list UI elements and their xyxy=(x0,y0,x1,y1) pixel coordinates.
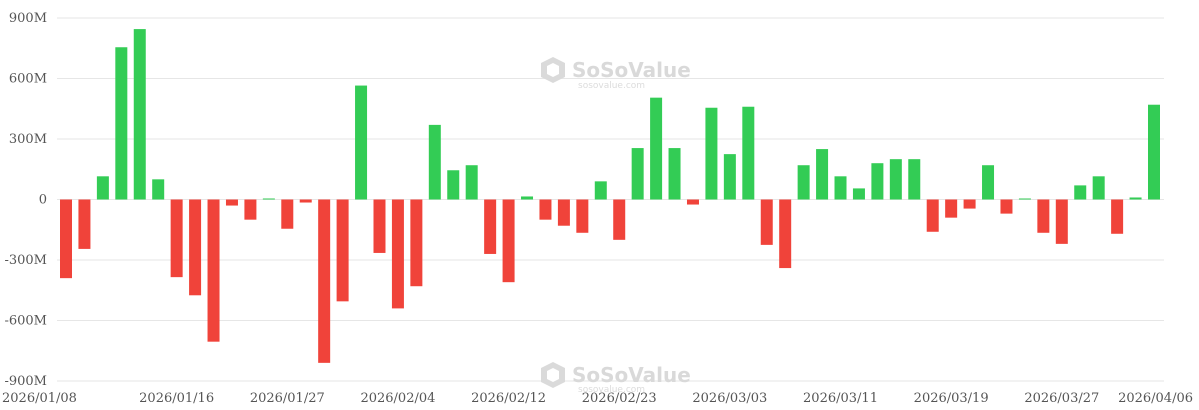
bar xyxy=(465,165,478,200)
bar xyxy=(447,170,460,200)
bar xyxy=(797,165,810,200)
bar xyxy=(576,199,589,233)
y-axis-ticks: 900M 600M 300M 0 -300M -600M -900M xyxy=(4,11,47,389)
x-tick-label: 2026/01/08 xyxy=(2,391,77,406)
bar xyxy=(170,199,183,278)
bar xyxy=(355,85,368,200)
bar xyxy=(594,181,607,200)
bar xyxy=(908,159,921,200)
bar xyxy=(152,179,165,200)
watermark-url: sosovalue.com xyxy=(578,385,645,395)
x-tick-label: 2026/04/06 xyxy=(1118,391,1193,406)
bar xyxy=(410,199,423,287)
bar xyxy=(318,199,331,363)
y-tick-label: -300M xyxy=(4,253,47,268)
bar xyxy=(1092,176,1105,200)
watermark-url: sosovalue.com xyxy=(578,81,645,91)
x-tick-label: 2026/02/04 xyxy=(360,391,435,406)
x-tick-label: 2026/03/11 xyxy=(803,391,878,406)
bar xyxy=(244,199,257,220)
x-tick-label: 2026/03/03 xyxy=(692,391,767,406)
bar xyxy=(852,188,865,200)
bar xyxy=(926,199,939,232)
bar xyxy=(613,199,626,240)
y-tick-label: 600M xyxy=(9,72,47,87)
y-tick-label: 0 xyxy=(39,193,47,208)
bar xyxy=(1148,104,1160,200)
bar xyxy=(1055,199,1068,244)
x-tick-label: 2026/03/19 xyxy=(914,391,989,406)
watermark-name: SoSoValue xyxy=(572,58,691,82)
x-tick-label: 2026/01/16 xyxy=(139,391,214,406)
bar xyxy=(1037,199,1050,233)
watermark-bottom: SoSoValue sosovalue.com xyxy=(541,362,691,395)
bar xyxy=(262,198,275,200)
bar xyxy=(336,199,349,302)
bar xyxy=(1000,199,1013,214)
x-tick-label: 2026/02/12 xyxy=(471,391,546,406)
y-tick-label: 900M xyxy=(9,11,47,26)
bar xyxy=(945,199,958,218)
bar xyxy=(60,199,72,279)
bar xyxy=(982,165,995,200)
y-tick-label: 300M xyxy=(9,132,47,147)
bar xyxy=(299,199,312,203)
bar xyxy=(78,199,91,249)
x-tick-label: 2026/02/23 xyxy=(582,391,657,406)
bar xyxy=(189,199,202,296)
bar xyxy=(96,176,109,200)
watermark-top: SoSoValue sosovalue.com xyxy=(541,57,691,91)
bar xyxy=(428,124,441,200)
bar xyxy=(1074,185,1087,200)
bar xyxy=(668,148,681,200)
bar xyxy=(650,97,663,200)
bar xyxy=(871,163,884,200)
bar xyxy=(963,199,976,209)
bar xyxy=(686,199,699,205)
bar xyxy=(889,159,902,200)
bar xyxy=(1129,197,1142,200)
bar xyxy=(484,199,497,254)
watermark-name: SoSoValue xyxy=(572,363,691,387)
bar xyxy=(557,199,570,226)
bar xyxy=(834,176,847,200)
bar xyxy=(133,29,146,200)
bar xyxy=(631,148,644,200)
bar xyxy=(816,149,829,200)
bar xyxy=(779,199,792,269)
bar xyxy=(742,106,755,200)
y-tick-label: -600M xyxy=(4,314,47,329)
sosovalue-logo-icon xyxy=(541,57,565,83)
bar xyxy=(225,199,238,206)
bar xyxy=(1018,198,1031,200)
sosovalue-logo-icon xyxy=(541,362,565,388)
bar xyxy=(281,199,294,229)
bar xyxy=(539,199,552,220)
bar xyxy=(502,199,515,283)
bar xyxy=(115,47,128,200)
bar xyxy=(521,196,534,200)
y-tick-label: -900M xyxy=(4,374,47,389)
bar xyxy=(1111,199,1124,234)
bar xyxy=(723,154,736,200)
bars xyxy=(60,29,1160,363)
bar xyxy=(373,199,386,253)
grid-lines xyxy=(57,17,1164,382)
bar xyxy=(760,199,773,245)
x-tick-label: 2026/01/27 xyxy=(250,391,325,406)
bar xyxy=(705,107,718,200)
x-axis-ticks: 2026/01/08 2026/01/16 2026/01/27 2026/02/04… xyxy=(2,391,1193,406)
bar xyxy=(391,199,404,309)
x-tick-label: 2026/03/27 xyxy=(1024,391,1099,406)
bar xyxy=(207,199,220,342)
